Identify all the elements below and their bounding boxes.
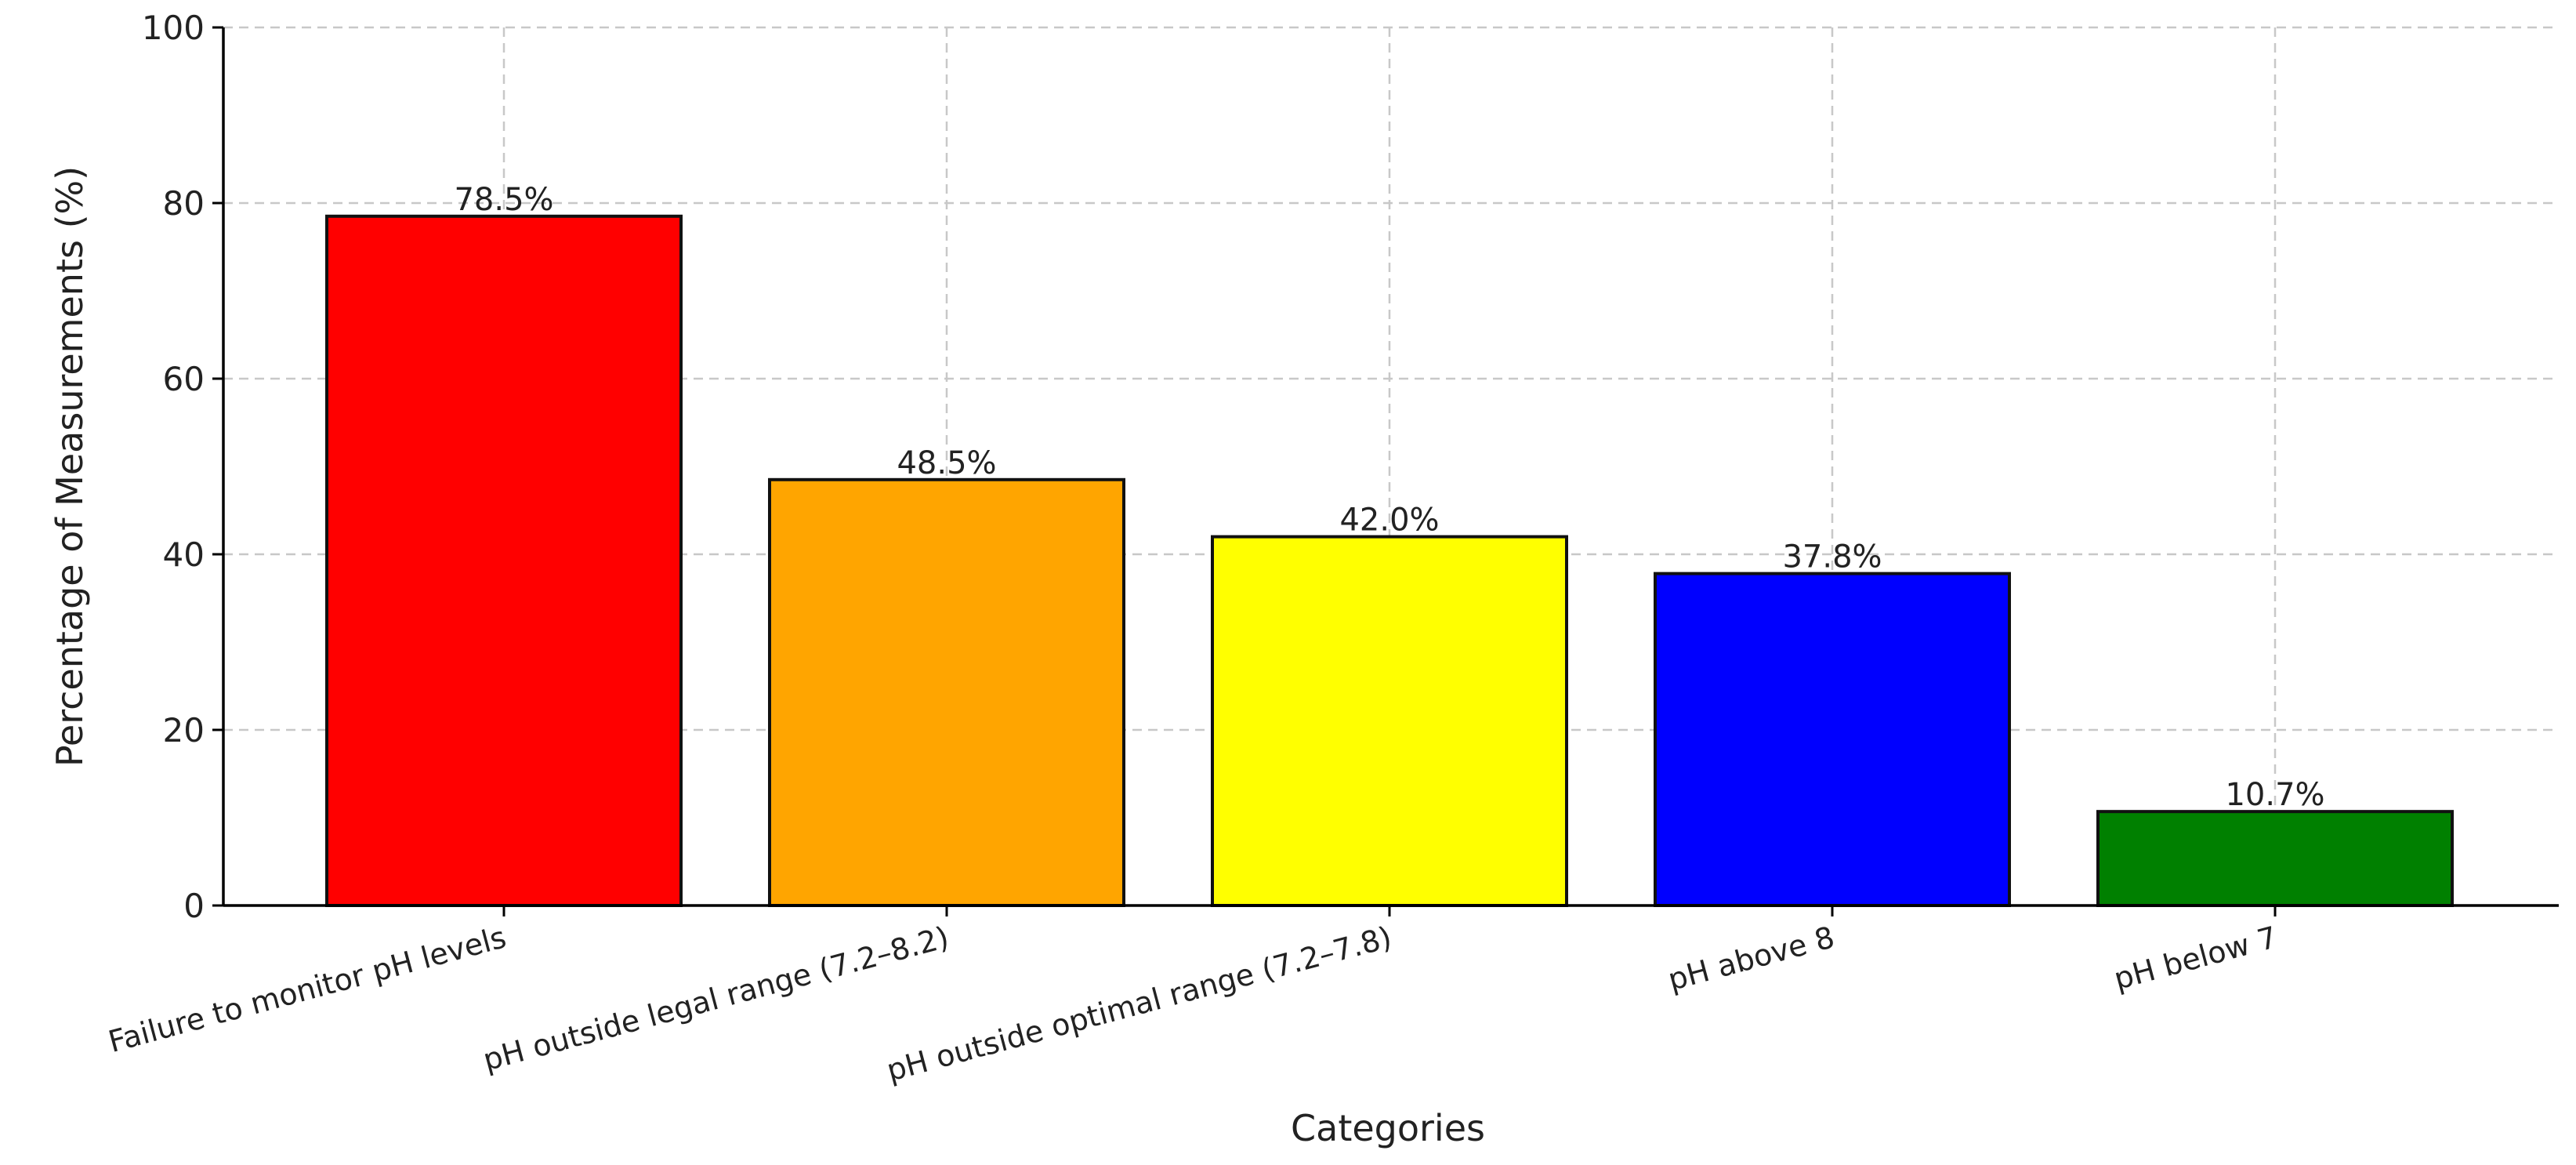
data-label: 78.5%	[454, 182, 553, 218]
bar-3	[1211, 535, 1568, 907]
axes-layer	[212, 26, 2559, 916]
data-label: 48.5%	[897, 445, 996, 481]
x-tick-label: pH outside optimal range (7.2–7.8)	[883, 920, 1396, 1088]
bars-layer	[325, 214, 2454, 908]
y-tick-label: 100	[142, 9, 205, 47]
bar-2	[768, 477, 1125, 907]
data-label: 42.0%	[1339, 503, 1439, 539]
x-tick-label: pH below 7	[2110, 920, 2281, 996]
y-tick-label: 40	[163, 535, 205, 574]
data-label: 37.8%	[1782, 539, 1882, 575]
y-tick-label: 60	[163, 360, 205, 398]
data-label: 10.7%	[2225, 777, 2324, 813]
x-axis-title: Categories	[1291, 1107, 1485, 1149]
x-tick-label: Failure to monitor pH levels	[105, 920, 510, 1059]
bar-1	[325, 214, 683, 907]
x-tick-label: pH outside legal range (7.2–8.2)	[480, 920, 953, 1077]
y-tick-label: 0	[183, 887, 205, 925]
y-tick-label: 20	[163, 711, 205, 749]
bar-5	[2096, 810, 2454, 908]
x-tick-label: pH above 8	[1665, 920, 1839, 997]
y-axis-title: Percentage of Measurements (%)	[49, 166, 91, 767]
y-tick-label: 80	[163, 184, 205, 223]
bar-4	[1654, 572, 2011, 907]
